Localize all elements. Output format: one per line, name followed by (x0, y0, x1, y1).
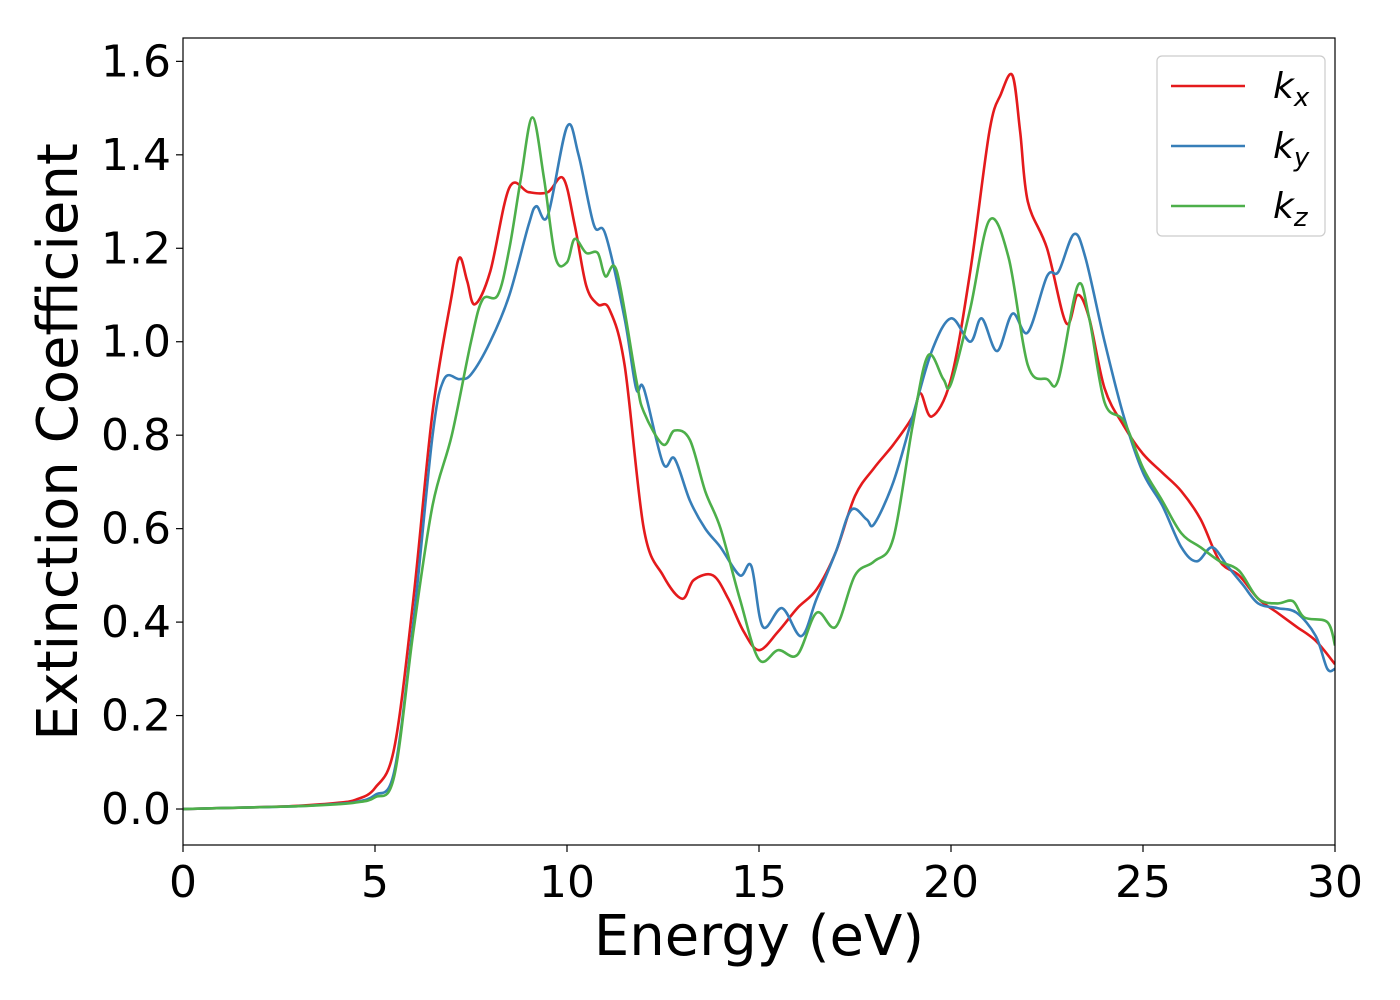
x-axis-label: Energy (eV) (594, 904, 924, 969)
y-tick-label: 1.4 (101, 130, 171, 181)
data-line (183, 116, 1335, 811)
legend-label: ky (1273, 126, 1310, 173)
y-tick-label: 0.2 (101, 691, 171, 742)
y-axis-label: Extinction Coefficient (26, 143, 91, 741)
y-tick-label: 1.2 (101, 223, 171, 274)
y-tick-label: 0.4 (101, 597, 171, 648)
x-tick-label: 25 (1115, 857, 1171, 908)
legend-label: kz (1273, 186, 1309, 233)
data-line (183, 123, 1335, 811)
x-tick-label: 30 (1307, 857, 1363, 908)
y-tick-label: 0.0 (101, 784, 171, 835)
y-tick-label: 0.8 (101, 410, 171, 461)
y-tick-label: 0.6 (101, 504, 171, 555)
x-tick-label: 15 (731, 857, 787, 908)
x-tick-label: 5 (361, 857, 389, 908)
x-tick-label: 10 (539, 857, 595, 908)
x-tick-label: 0 (169, 857, 197, 908)
plot-frame (182, 37, 1336, 846)
x-tick-label: 20 (923, 857, 979, 908)
legend-label: kx (1273, 66, 1310, 113)
y-tick-label: 1.0 (101, 317, 171, 368)
y-tick-label: 1.6 (101, 36, 171, 87)
